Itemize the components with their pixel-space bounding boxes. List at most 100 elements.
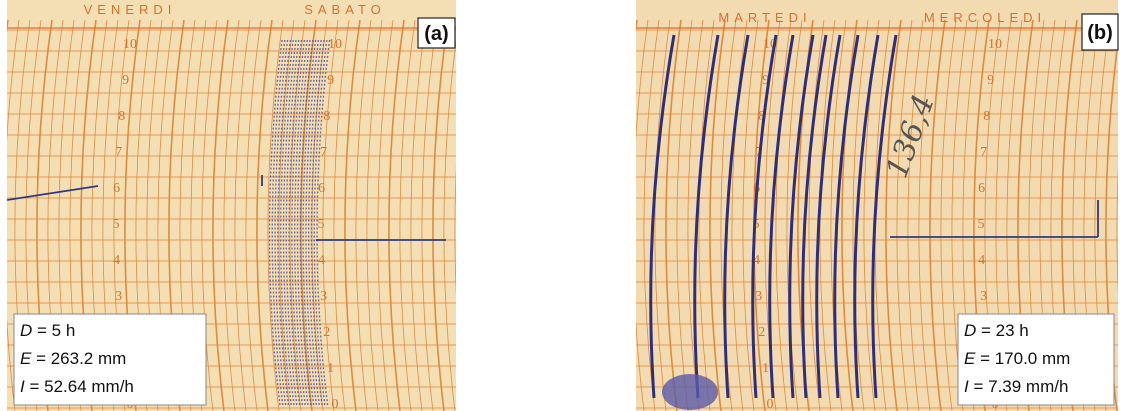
pen-trace — [751, 34, 778, 399]
value: = 23 h — [976, 321, 1028, 340]
grid-curve — [399, 19, 416, 411]
day-label: MERCOLEDI — [924, 10, 1046, 25]
grid-curve — [223, 19, 240, 411]
grid-curve — [278, 19, 295, 411]
pen-trace — [833, 34, 860, 399]
pen-trace — [693, 34, 720, 399]
day-label: MARTEDI — [718, 10, 811, 25]
pen-trace — [723, 34, 750, 399]
grid-curve — [698, 19, 715, 411]
value: = 170.0 mm — [975, 349, 1070, 368]
pen-trace — [801, 34, 828, 399]
scale-digit: 3 — [115, 289, 122, 304]
scale-digit: 2 — [323, 325, 330, 340]
grid-curve — [1116, 165, 1118, 296]
grid-curve — [432, 19, 449, 411]
scale-digit: 7 — [115, 145, 122, 160]
scale-digit: 7 — [980, 145, 987, 160]
scale-digit: 0 — [332, 397, 339, 411]
info-line: I = 52.64 mm/h — [20, 377, 134, 396]
scale-digit: 6 — [113, 181, 120, 196]
grid-curve — [636, 19, 649, 411]
grid-curve — [355, 19, 372, 411]
ink-blot — [662, 374, 718, 410]
scale-digit: 5 — [978, 217, 985, 232]
scale-digit: 8 — [983, 109, 990, 124]
pen-trace — [768, 34, 795, 399]
grid-curve — [775, 19, 792, 411]
info-line: E = 263.2 mm — [20, 349, 126, 368]
pen-trace — [815, 34, 842, 399]
scale-digit: 9 — [987, 73, 994, 88]
info-line: D = 5 h — [20, 321, 75, 340]
grid-curve — [709, 19, 726, 411]
scale-digit: 5 — [318, 217, 325, 232]
grid-curve — [333, 19, 350, 411]
info-box — [957, 313, 1115, 406]
grid-curve — [918, 19, 935, 411]
scale-digit: 4 — [113, 253, 120, 268]
value: = 5 h — [32, 321, 75, 340]
scale-digit: 8 — [758, 109, 765, 124]
scale-digit: 4 — [753, 253, 760, 268]
grid-curve — [7, 19, 9, 34]
scale-digit: 6 — [318, 181, 325, 196]
grid-curve — [212, 19, 229, 411]
grid-curve — [611, 20, 626, 411]
pen-trace — [871, 34, 898, 399]
grid-curve — [344, 19, 361, 411]
scale-digit: 10 — [988, 37, 1002, 52]
grid-curve — [676, 19, 693, 411]
panel-label-box — [417, 17, 456, 49]
value: = 263.2 mm — [31, 349, 126, 368]
grid-curve — [885, 19, 902, 411]
scale-digit: 3 — [755, 289, 762, 304]
info-box — [13, 313, 207, 406]
grid-curve — [201, 19, 218, 411]
variable: D — [20, 321, 32, 340]
scale-digit: 8 — [118, 109, 125, 124]
scale-digit: 4 — [318, 253, 325, 268]
info-line: I = 7.39 mm/h — [964, 377, 1068, 396]
grid-curve — [636, 19, 638, 34]
grid-curve — [643, 19, 660, 411]
grid-curve — [896, 19, 913, 411]
grid-curve — [907, 19, 924, 411]
value: = 52.64 mm/h — [25, 377, 134, 396]
grid-curve — [852, 19, 869, 411]
scale-digit: 3 — [980, 289, 987, 304]
panel-label: (a) — [424, 23, 448, 45]
grid-curve — [786, 19, 803, 411]
grid-curve — [443, 38, 456, 411]
grid-curve — [654, 19, 671, 411]
grid-curve — [687, 19, 704, 411]
scale-digit: 4 — [978, 253, 985, 268]
variable: E — [964, 349, 976, 368]
scale-digit: 0 — [767, 397, 774, 411]
grid-curve — [808, 19, 825, 411]
scale-digit: 6 — [978, 181, 985, 196]
grid-curve — [454, 165, 456, 296]
day-label: VENERDI — [84, 2, 177, 17]
variable: I — [20, 377, 25, 396]
panel-label: (b) — [1087, 22, 1113, 44]
scale-digit: 9 — [122, 73, 129, 88]
scale-digit: 7 — [320, 145, 327, 160]
variable: D — [964, 321, 976, 340]
day-label: SABATO — [304, 2, 386, 17]
scale-digit: 1 — [327, 361, 334, 376]
grid-curve — [466, 20, 481, 411]
grid-curve — [410, 19, 427, 411]
scale-digit: 10 — [328, 37, 342, 52]
panel-label-box — [1081, 13, 1119, 51]
grid-curve — [245, 19, 262, 411]
grid-curve — [322, 19, 339, 411]
scale-digit: 2 — [758, 325, 765, 340]
info-line: D = 23 h — [964, 321, 1029, 340]
value: = 7.39 mm/h — [969, 377, 1069, 396]
pen-trace — [788, 34, 815, 399]
scale-digit: 8 — [323, 109, 330, 124]
grid-curve — [421, 19, 438, 411]
scale-digit: 5 — [113, 217, 120, 232]
